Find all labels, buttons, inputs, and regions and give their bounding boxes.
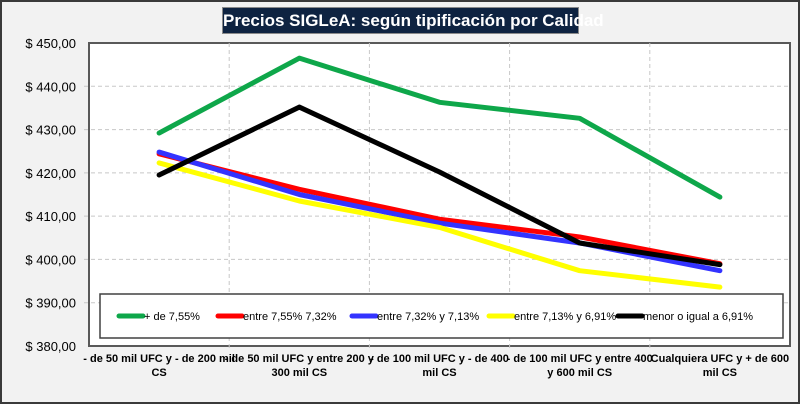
x-tick-label: Cualquiera UFC y + de 600 mil CS	[651, 353, 789, 379]
legend: + de 7,55% entre 7,55% 7,32% entre 7,32% y…	[99, 293, 784, 339]
legend-label: entre 7,55% 7,32%	[243, 311, 337, 323]
legend-label: + de 7,55%	[144, 311, 200, 323]
x-tick-label-line: Cualquiera UFC y + de 600	[651, 353, 789, 365]
y-tick-label: $ 380,00	[25, 339, 76, 354]
x-tick-label-line: - de 50 mil UFC y - de 200 mil	[83, 353, 235, 365]
x-tick-label-line: mil CS	[703, 367, 737, 379]
y-tick-label: $ 410,00	[25, 209, 76, 224]
x-tick-label-line: - de 50 mil UFC y entre 200 y	[225, 353, 375, 365]
x-tick-label-line: 300 mil CS	[271, 367, 327, 379]
y-tick-label: $ 420,00	[25, 166, 76, 181]
x-tick-label-line: y 600 mil CS	[547, 367, 612, 379]
legend-label: menor o igual a 6,91%	[643, 311, 753, 323]
y-tick-label: $ 440,00	[25, 79, 76, 94]
y-axis: $ 380,00 $ 390,00 $ 400,00 $ 410,00 $ 420,00…	[25, 36, 76, 354]
x-tick-label: - de 100 mil UFC y entre 400 y 600 mil CS	[507, 353, 653, 379]
y-tick-label: $ 430,00	[25, 123, 76, 138]
x-tick-label: - de 50 mil UFC y entre 200 y 300 mil CS	[225, 353, 375, 379]
x-tick-label-line: - de 100 mil UFC y entre 400	[507, 353, 653, 365]
series-lines	[156, 55, 723, 290]
legend-label: entre 7,32% y 7,13%	[377, 311, 479, 323]
y-tick-label: $ 400,00	[25, 252, 76, 267]
legend-label: entre 7,13% y 6,91%	[514, 311, 616, 323]
x-axis: - de 50 mil UFC y - de 200 mil CS- de 50 …	[83, 353, 789, 379]
x-tick-label-line: mil CS	[422, 367, 456, 379]
y-tick-label: $ 450,00	[25, 36, 76, 51]
legend-box	[99, 293, 784, 339]
y-tick-label: $ 390,00	[25, 296, 76, 311]
x-tick-label-line: - de 100 mil UFC y - de 400	[370, 353, 509, 365]
chart-title: Precios SIGLeA: según tipificación por C…	[222, 7, 604, 34]
x-tick-label-line: CS	[151, 367, 166, 379]
x-tick-label: - de 100 mil UFC y - de 400 mil CS	[370, 353, 509, 379]
x-tick-label: - de 50 mil UFC y - de 200 mil CS	[83, 353, 235, 379]
